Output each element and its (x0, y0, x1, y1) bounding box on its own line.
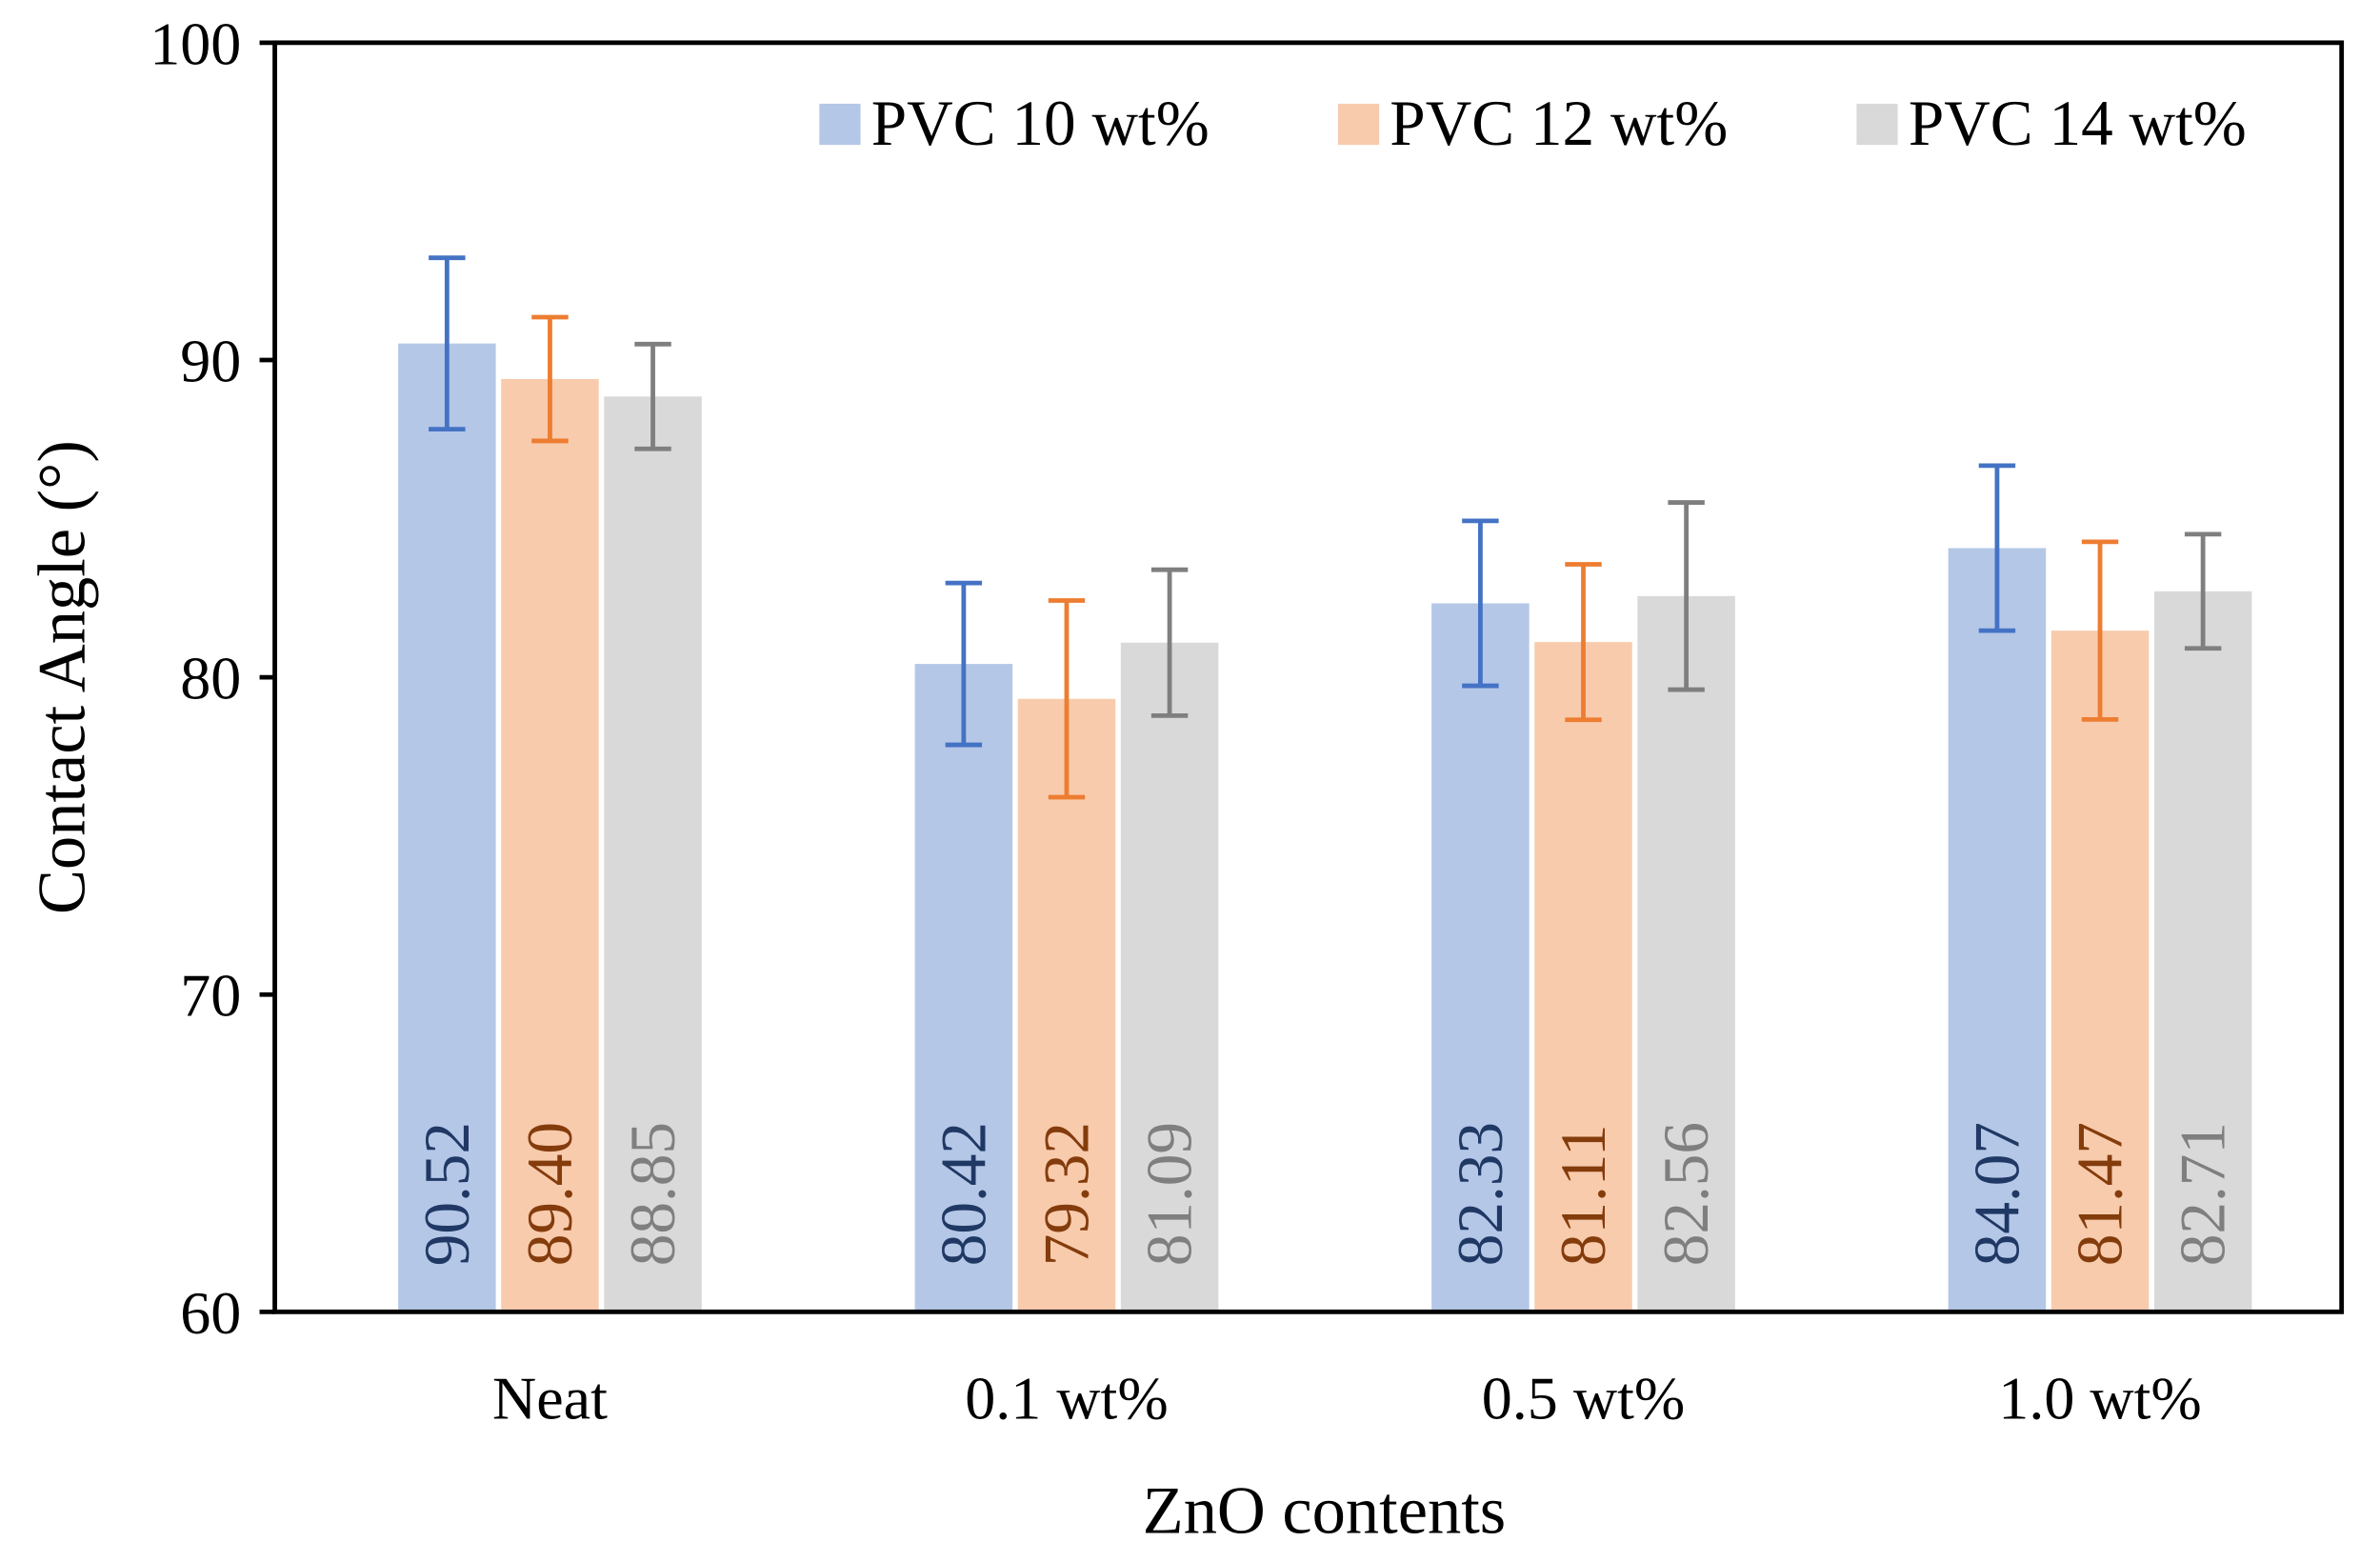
bar (1431, 603, 1530, 1312)
data-label: 84.07 (1961, 1122, 2032, 1266)
bar (914, 664, 1013, 1312)
data-label: 80.42 (928, 1122, 999, 1266)
data-label: 89.40 (514, 1122, 586, 1266)
data-label: 81.11 (1548, 1124, 1619, 1266)
data-label: 90.52 (411, 1122, 483, 1266)
x-tick-label: 1.0 wt% (1998, 1364, 2201, 1432)
bar (501, 378, 599, 1312)
bar (398, 343, 496, 1312)
bar (1948, 548, 2047, 1312)
y-tick-label: 90 (180, 327, 241, 394)
legend-label: PVC 14 wt% (1909, 88, 2247, 159)
y-tick-label: 60 (180, 1279, 241, 1347)
bar (2153, 591, 2252, 1312)
y-axis-label: Contact Angle (°) (25, 440, 99, 914)
bar (604, 396, 702, 1312)
y-tick-label: 100 (150, 10, 241, 77)
x-tick-label: 0.5 wt% (1482, 1364, 1685, 1432)
y-tick-label: 70 (180, 962, 241, 1030)
data-label: 82.56 (1650, 1122, 1722, 1266)
x-axis-label: ZnO contents (1143, 1474, 1507, 1549)
legend-swatch (1856, 103, 1898, 146)
data-label: 81.47 (2064, 1122, 2135, 1266)
legend-label: PVC 12 wt% (1390, 88, 1728, 159)
bar (1534, 642, 1632, 1312)
x-tick-label: Neat (492, 1364, 608, 1432)
bar (1637, 595, 1735, 1312)
bar (1017, 698, 1116, 1312)
data-label: 82.33 (1445, 1122, 1516, 1266)
legend-swatch (819, 103, 861, 146)
data-label: 82.71 (2168, 1122, 2239, 1266)
data-label: 88.85 (617, 1122, 689, 1266)
bar (1120, 642, 1219, 1312)
bar (2050, 631, 2150, 1312)
legend-swatch (1337, 103, 1380, 146)
legend-label: PVC 10 wt% (871, 88, 1210, 159)
data-label: 81.09 (1134, 1122, 1206, 1266)
y-tick-label: 80 (180, 645, 241, 712)
data-label: 79.32 (1030, 1122, 1102, 1266)
x-tick-label: 0.1 wt% (965, 1364, 1168, 1432)
